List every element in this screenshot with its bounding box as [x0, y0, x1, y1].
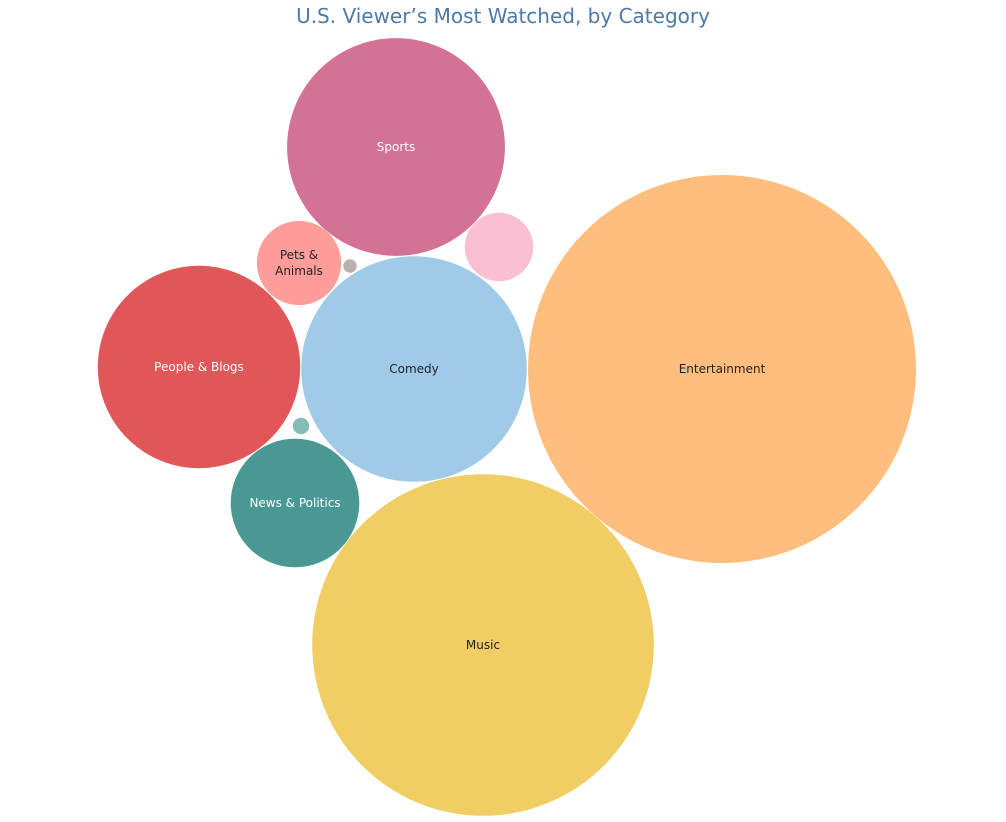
- bubble-sports[interactable]: [287, 38, 505, 256]
- bubble-label: People & Blogs: [154, 360, 244, 374]
- bubble-label: Pets & Animals: [275, 248, 323, 278]
- bubble-label: Music: [466, 638, 500, 652]
- bubble-label: News & Politics: [249, 496, 340, 510]
- bubble-group: Entertainment Music Comedy Sports People & B…: [97, 38, 916, 816]
- bubble-people-blogs[interactable]: [97, 265, 301, 469]
- bubble-label: Comedy: [389, 362, 439, 376]
- bubble-music[interactable]: [312, 474, 654, 816]
- bubble-label: Entertainment: [679, 362, 766, 376]
- bubble-entertainment[interactable]: [528, 175, 916, 563]
- bubble-comedy[interactable]: [301, 256, 527, 482]
- bubble-news-politics[interactable]: [230, 438, 360, 568]
- bubble-unlabeled-9[interactable]: [343, 259, 357, 273]
- bubble-label: Sports: [377, 140, 415, 154]
- bubble-unlabeled-7[interactable]: [464, 212, 534, 282]
- chart-title: U.S. Viewer’s Most Watched, by Category: [296, 4, 710, 28]
- bubble-pets-animals[interactable]: [256, 220, 342, 306]
- bubble-unlabeled-8[interactable]: [292, 417, 310, 435]
